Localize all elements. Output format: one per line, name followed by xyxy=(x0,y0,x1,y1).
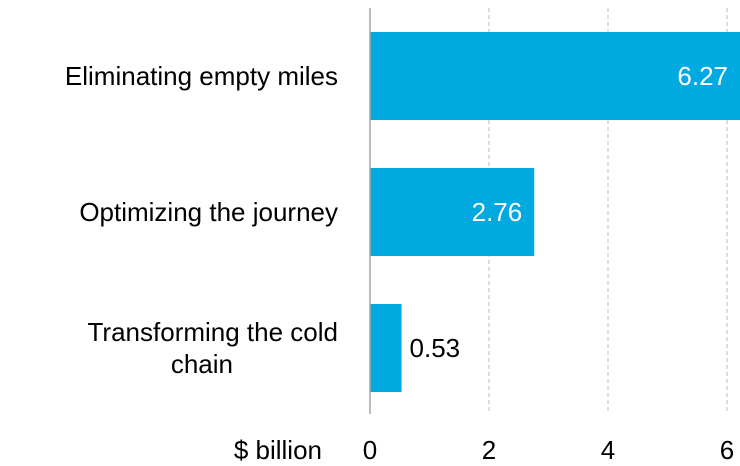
bars xyxy=(370,32,740,392)
x-tick-6: 6 xyxy=(720,435,734,465)
value-label-3: 0.53 xyxy=(410,333,461,363)
x-tick-0: 0 xyxy=(363,435,377,465)
category-label-1: Eliminating empty miles xyxy=(65,61,338,91)
bar-2 xyxy=(370,168,535,256)
bar-3 xyxy=(370,304,402,392)
category-label-2: Optimizing the journey xyxy=(79,197,338,227)
x-tick-2: 2 xyxy=(482,435,496,465)
value-label-2: 2.76 xyxy=(472,197,523,227)
category-label-3: Transforming the cold chain xyxy=(88,317,338,379)
x-tick-4: 4 xyxy=(601,435,615,465)
x-tick-labels: 0 2 4 6 xyxy=(363,435,734,465)
bar-1 xyxy=(370,32,740,120)
category-labels: Eliminating empty miles Optimizing the jo… xyxy=(65,61,338,379)
value-label-1: 6.27 xyxy=(677,61,728,91)
x-axis-title: $ billion xyxy=(234,435,322,465)
value-labels: 6.27 2.76 0.53 xyxy=(410,61,728,363)
